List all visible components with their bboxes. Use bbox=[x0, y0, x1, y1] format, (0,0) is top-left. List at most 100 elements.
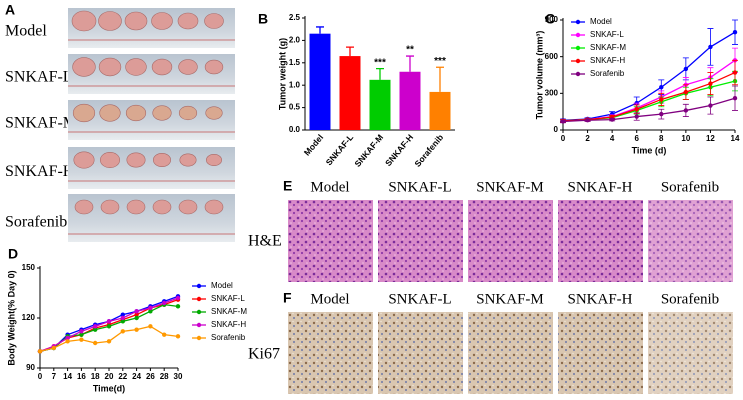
x-tick-label: SNKAF-L bbox=[324, 132, 356, 167]
x-tick-label: 10 bbox=[681, 134, 690, 143]
point bbox=[634, 114, 639, 119]
point bbox=[162, 300, 167, 306]
legend-label: SNKAF-M bbox=[590, 43, 626, 52]
tumor bbox=[98, 57, 122, 77]
x-axis-label: Time(d) bbox=[93, 383, 125, 393]
x-tick-label: 20 bbox=[105, 372, 114, 381]
y-tick-label: 1.5 bbox=[289, 58, 301, 67]
y-tick-label: 300 bbox=[545, 88, 559, 97]
legend-label: Sorafenib bbox=[590, 69, 625, 78]
row-label: SNKAF-L bbox=[5, 69, 73, 86]
x-tick-label: 30 bbox=[174, 372, 183, 381]
column-label: Sorafenib bbox=[661, 179, 719, 195]
point bbox=[659, 85, 664, 90]
tumor bbox=[125, 104, 147, 122]
point bbox=[106, 324, 112, 329]
legend-label: SNKAF-H bbox=[590, 56, 625, 65]
point bbox=[732, 70, 738, 75]
tumor bbox=[204, 59, 224, 75]
tumor bbox=[179, 153, 197, 167]
y-tick-label: 90 bbox=[26, 363, 35, 372]
photo bbox=[68, 54, 235, 94]
point bbox=[683, 66, 689, 72]
point bbox=[683, 89, 689, 95]
bar bbox=[309, 33, 331, 130]
x-tick-label: 2 bbox=[585, 134, 590, 143]
column-label: Model bbox=[310, 179, 349, 195]
point bbox=[79, 332, 84, 337]
point bbox=[79, 329, 84, 334]
tumor bbox=[72, 103, 96, 123]
bar bbox=[399, 71, 421, 130]
point bbox=[93, 340, 98, 346]
tumor bbox=[99, 104, 121, 122]
x-tick-label: 0 bbox=[561, 134, 566, 143]
tumor bbox=[100, 199, 120, 215]
column-label: Sorafenib bbox=[661, 291, 719, 307]
legend-label: SNKAF-L bbox=[211, 294, 245, 303]
point bbox=[93, 324, 98, 329]
legend-label: Model bbox=[590, 17, 612, 26]
y-tick-label: 0 bbox=[554, 125, 559, 134]
error-bar bbox=[436, 66, 444, 92]
micrograph bbox=[288, 200, 373, 282]
row-label: Sorafenib bbox=[5, 213, 67, 230]
panel-label: B bbox=[258, 11, 268, 27]
significance: *** bbox=[374, 57, 386, 68]
x-tick-label: Model bbox=[302, 132, 325, 157]
x-tick-label: 26 bbox=[146, 372, 155, 381]
x-tick-label: 24 bbox=[132, 372, 141, 381]
tumor bbox=[153, 153, 172, 168]
legend-marker bbox=[575, 19, 581, 25]
row-label: Ki67 bbox=[248, 346, 280, 363]
legend-label: SNKAF-H bbox=[211, 320, 246, 329]
tumor bbox=[206, 154, 223, 167]
column-label: SNKAF-L bbox=[388, 291, 451, 307]
row-label: SNKAF-M bbox=[5, 115, 77, 132]
bar bbox=[369, 79, 391, 130]
point bbox=[708, 44, 713, 50]
tumor bbox=[72, 57, 96, 77]
tumor bbox=[126, 199, 146, 215]
y-axis-label: Tumor weight (g) bbox=[277, 38, 287, 110]
column-label: Model bbox=[310, 291, 349, 307]
y-tick-label: 150 bbox=[22, 263, 36, 272]
legend-marker bbox=[575, 71, 581, 77]
micrograph bbox=[378, 200, 463, 282]
legend-marker bbox=[575, 45, 581, 51]
micrograph bbox=[288, 312, 373, 394]
x-tick-label: 16 bbox=[77, 372, 86, 381]
tumor bbox=[177, 12, 199, 30]
legend-label: SNKAF-M bbox=[211, 307, 247, 316]
x-tick-label: SNKAF-M bbox=[352, 132, 385, 168]
point bbox=[560, 119, 566, 124]
point bbox=[148, 305, 153, 311]
photo bbox=[68, 8, 235, 48]
tumor bbox=[73, 151, 95, 169]
panel-label: C bbox=[545, 11, 555, 27]
y-tick-label: 2.0 bbox=[289, 36, 301, 45]
tumor bbox=[126, 152, 146, 168]
column-label: SNKAF-L bbox=[388, 179, 451, 195]
tumor bbox=[178, 105, 198, 121]
point bbox=[37, 349, 43, 354]
x-tick-label: 8 bbox=[659, 134, 664, 143]
tumor bbox=[71, 10, 97, 32]
error-bar bbox=[376, 67, 384, 80]
series-line bbox=[562, 31, 736, 121]
point bbox=[106, 339, 112, 344]
y-tick-label: 0.5 bbox=[289, 103, 301, 112]
x-tick-label: 6 bbox=[634, 134, 639, 143]
x-tick-label: 14 bbox=[731, 134, 740, 143]
point bbox=[79, 337, 84, 342]
point bbox=[708, 81, 713, 86]
error-bar bbox=[316, 26, 324, 34]
legend-label: SNKAF-L bbox=[590, 30, 624, 39]
point bbox=[120, 329, 126, 334]
tumor bbox=[100, 152, 121, 169]
point bbox=[148, 324, 153, 329]
point bbox=[683, 108, 689, 113]
y-tick-label: 0.0 bbox=[289, 125, 301, 134]
micrograph bbox=[468, 200, 553, 282]
panel-label: F bbox=[283, 290, 292, 306]
